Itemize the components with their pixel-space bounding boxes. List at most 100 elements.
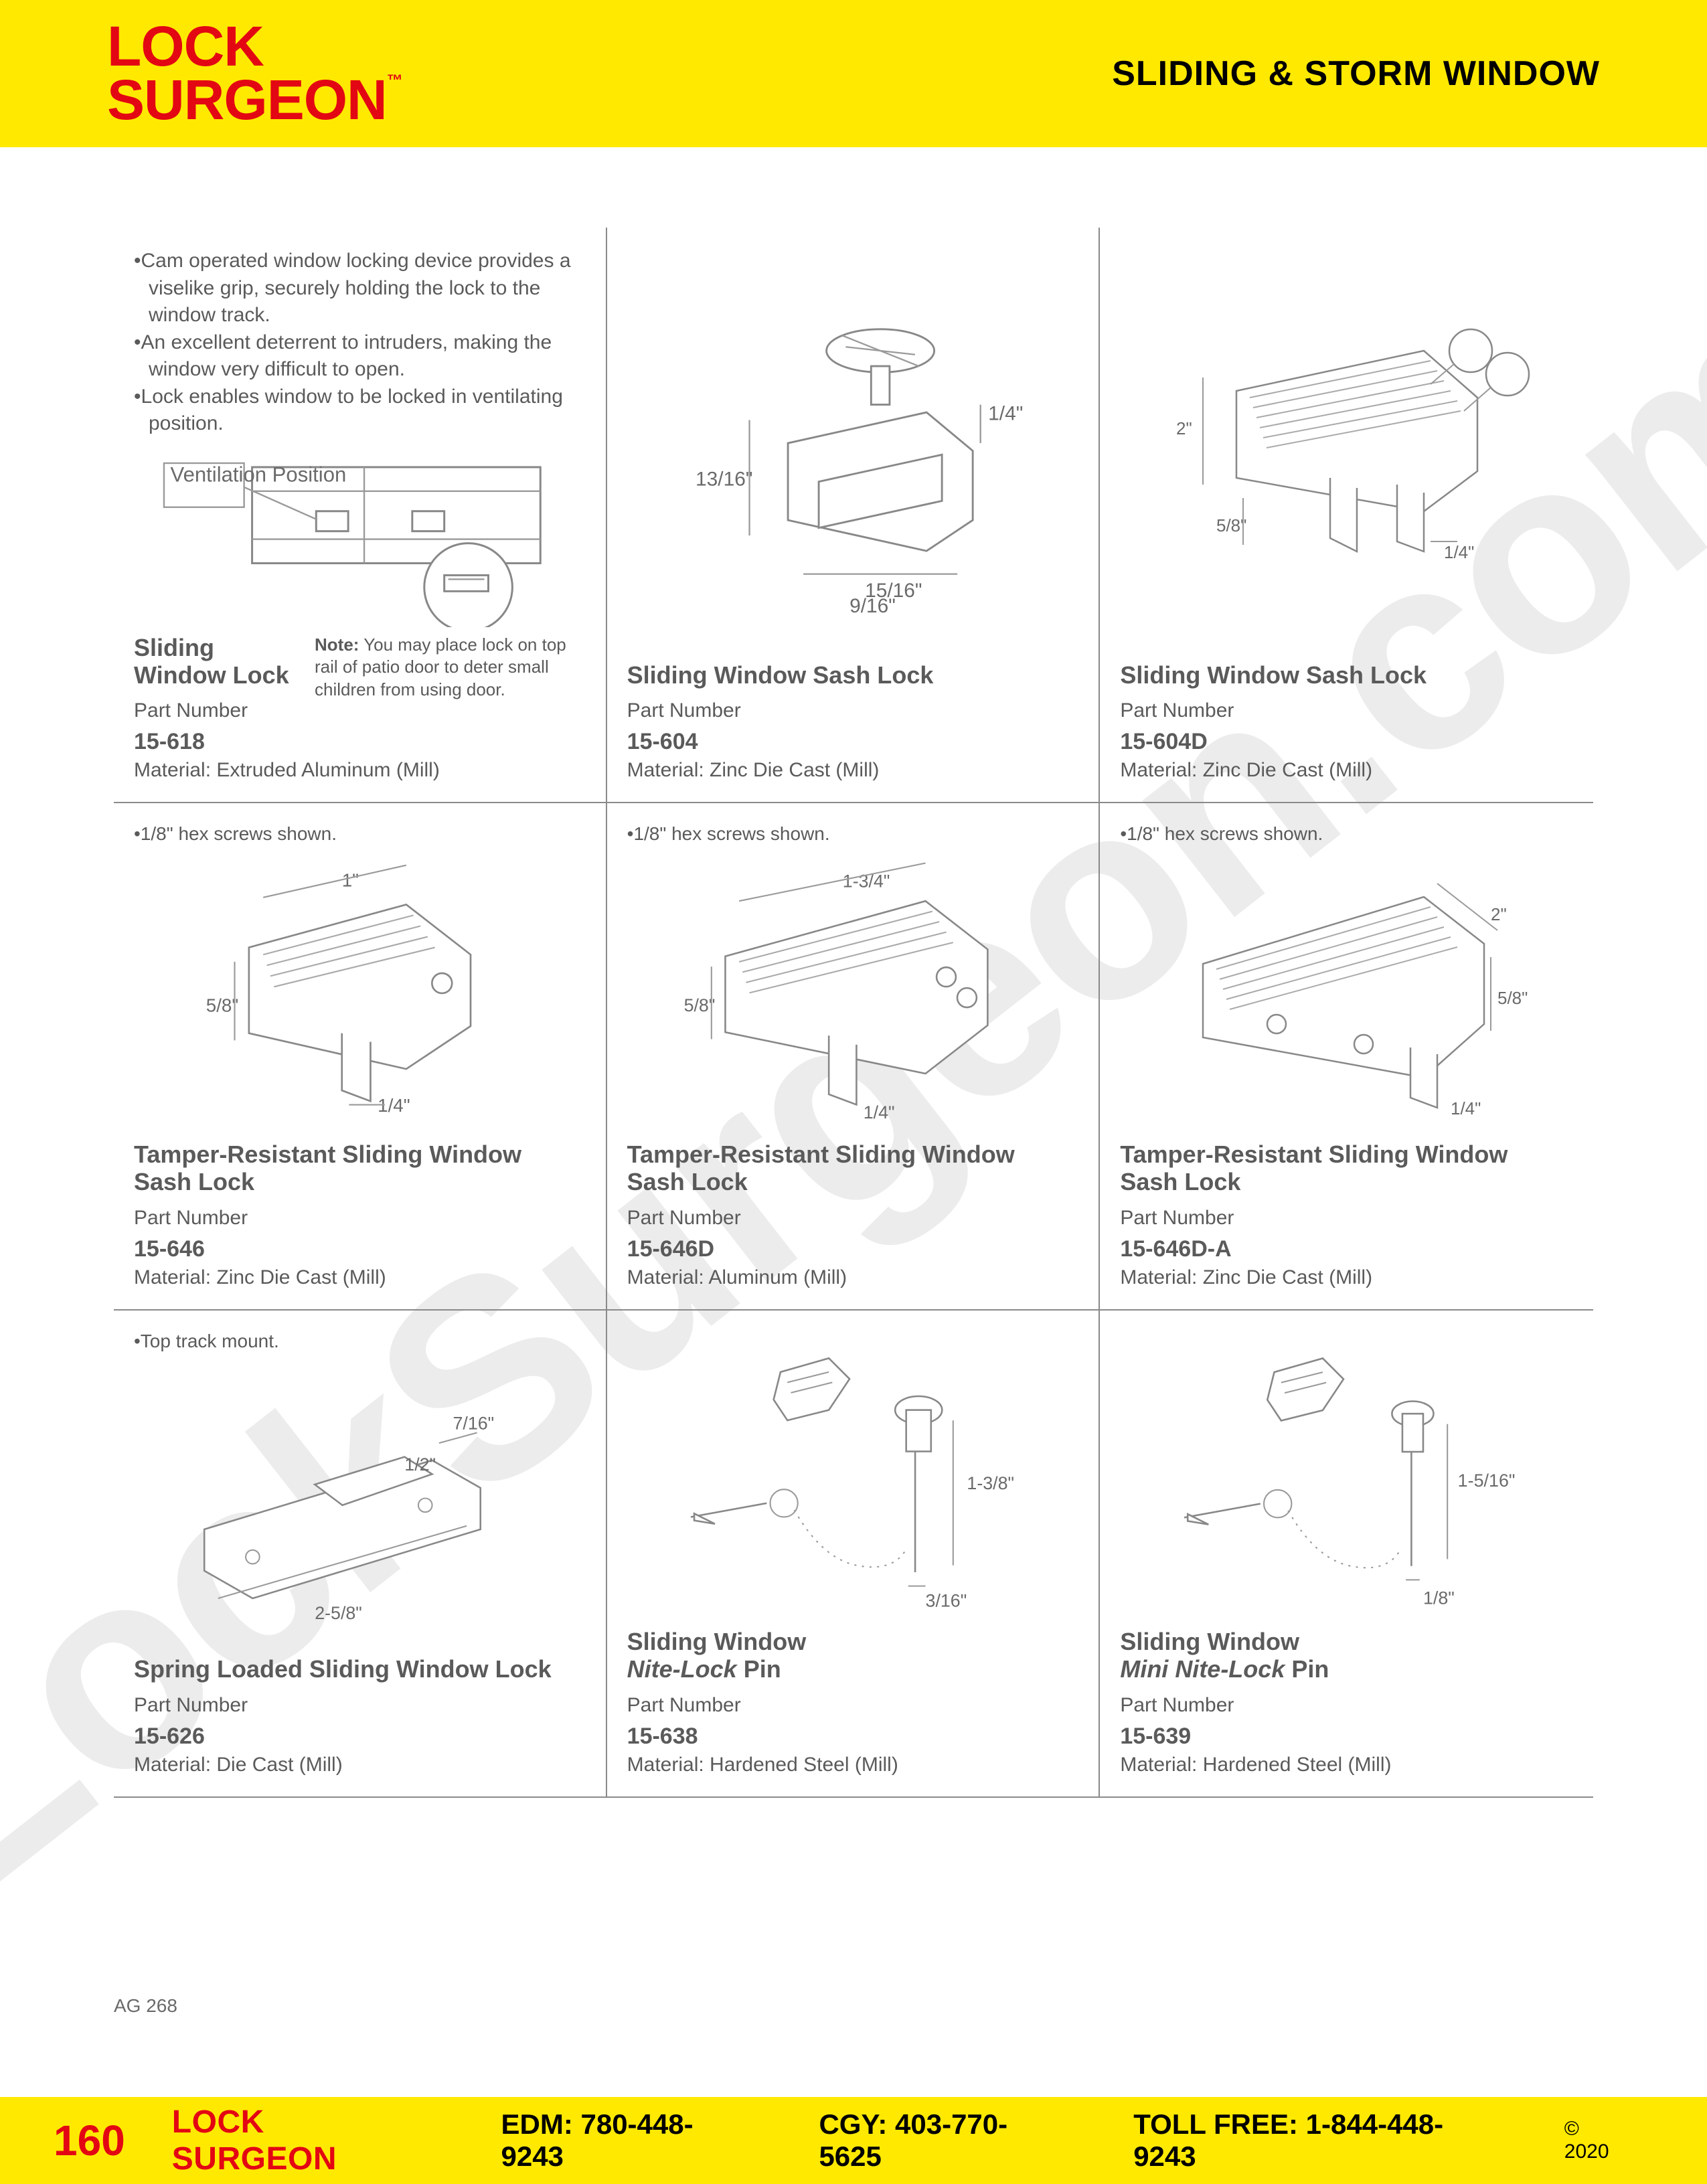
part-number-label: Part Number: [134, 1207, 579, 1230]
material: Material: Hardened Steel (Mill): [1120, 1754, 1566, 1776]
svg-text:9/16": 9/16": [849, 596, 896, 613]
part-number-label: Part Number: [1120, 1207, 1566, 1230]
material-value: Die Cast (Mill): [211, 1754, 343, 1776]
svg-text:5/8": 5/8": [683, 995, 715, 1015]
material: Material: Hardened Steel (Mill): [627, 1754, 1072, 1776]
part-number-label: Part Number: [1120, 1694, 1566, 1717]
contact-edm: EDM: 780-448-9243: [501, 2108, 745, 2173]
logo-line2-text: SURGEON: [107, 68, 387, 131]
part-number: 15-646D: [627, 1236, 1072, 1262]
product-cell-15-646D-A: •1/8" hex screws shown. 2": [1100, 803, 1593, 1310]
product-title: Tamper-Resistant Sliding Window Sash Loc…: [627, 1141, 1072, 1196]
nite-lock-pin-diagram-icon: 1-3/8" 3/16": [649, 1331, 1050, 1620]
product-cell-15-646: •1/8" hex screws shown. 1" 5/8": [114, 803, 607, 1310]
product-cell-15-638: 1-3/8" 3/16" Sliding Window Nite-Lock Pi…: [607, 1311, 1101, 1798]
footer-bar: 160 LOCK SURGEON EDM: 780-448-9243 CGY: …: [0, 2097, 1707, 2184]
svg-text:5/8": 5/8": [206, 995, 238, 1016]
product-cell-15-639: 1-5/16" 1/8" Sliding Window Mini Nite-Lo…: [1100, 1311, 1593, 1798]
title-post: Pin: [1285, 1655, 1329, 1683]
page: LockSurgeon.com LOCK SURGEON™ SLIDING & …: [0, 0, 1707, 2184]
product-title: Sliding Window Nite-Lock Pin: [627, 1628, 1072, 1683]
product-grid: •Cam operated window locking device prov…: [114, 228, 1593, 1798]
material: Material: Zinc Die Cast (Mill): [627, 759, 1072, 782]
bullet: •Lock enables window to be locked in ven…: [134, 384, 579, 438]
top-note: •1/8" hex screws shown.: [627, 823, 1072, 845]
material: Material: Extruded Aluminum (Mill): [134, 759, 579, 782]
product-cell-15-618: •Cam operated window locking device prov…: [114, 228, 607, 803]
header-bar: LOCK SURGEON™ SLIDING & STORM WINDOW: [0, 0, 1707, 147]
material-label: Material:: [627, 759, 704, 781]
part-number: 15-646: [134, 1236, 579, 1262]
part-number-label: Part Number: [627, 1694, 1072, 1717]
svg-text:1-5/16": 1-5/16": [1457, 1470, 1515, 1490]
feature-bullets: •Cam operated window locking device prov…: [134, 248, 579, 438]
diagram: 2" 5/8" 1/4": [1120, 847, 1566, 1133]
product-title: Sliding Window Sash Lock: [627, 661, 1072, 689]
svg-text:1/4": 1/4": [1444, 542, 1474, 562]
material-label: Material:: [134, 1754, 211, 1776]
top-note: •1/8" hex screws shown.: [1120, 823, 1566, 845]
svg-text:1-3/8": 1-3/8": [967, 1473, 1014, 1493]
title-em: Mini Nite-Lock: [1120, 1655, 1285, 1683]
svg-text:2": 2": [1176, 418, 1192, 438]
svg-text:1/2": 1/2": [405, 1454, 436, 1475]
title-pre: Sliding Window: [1120, 1628, 1299, 1655]
tamper-sash-wide-diagram-icon: 1-3/4" 5/8" 1/4": [649, 853, 1050, 1129]
bullet: •An excellent deterrent to intruders, ma…: [134, 329, 579, 384]
note-bold: Note:: [315, 635, 359, 655]
material-label: Material:: [1120, 759, 1197, 781]
svg-text:7/16": 7/16": [453, 1413, 495, 1433]
material-value: Hardened Steel (Mill): [1197, 1754, 1391, 1776]
bullet: •Cam operated window locking device prov…: [134, 248, 579, 329]
sash-lock-diagram-icon: 13/16" 15/16" 9/16" 1/4": [649, 289, 1050, 612]
title-em: Nite-Lock: [627, 1655, 737, 1683]
svg-text:1/4": 1/4": [864, 1102, 895, 1122]
title-post: Pin: [737, 1655, 781, 1683]
product-title: Sliding Window Mini Nite-Lock Pin: [1120, 1628, 1566, 1683]
material: Material: Die Cast (Mill): [134, 1754, 579, 1776]
material-value: Hardened Steel (Mill): [704, 1754, 898, 1776]
material-value: Zinc Die Cast (Mill): [704, 759, 880, 781]
product-title: Spring Loaded Sliding Window Lock: [134, 1655, 579, 1683]
material-label: Material:: [1120, 1266, 1197, 1288]
diagram: 1-3/8" 3/16": [627, 1331, 1072, 1621]
content: •Cam operated window locking device prov…: [0, 147, 1707, 1838]
tamper-sash-diagram-icon: 1" 5/8" 1/4": [156, 847, 556, 1133]
part-number-label: Part Number: [134, 1694, 579, 1717]
material: Material: Zinc Die Cast (Mill): [134, 1266, 579, 1289]
part-number-label: Part Number: [627, 1207, 1072, 1230]
part-number: 15-604: [627, 729, 1072, 755]
spring-lock-diagram-icon: 7/16" 1/2" 2-5/8": [156, 1377, 556, 1626]
material-value: Zinc Die Cast (Mill): [1197, 759, 1372, 781]
svg-text:5/8": 5/8": [1497, 988, 1528, 1008]
diagram: 13/16" 15/16" 9/16" 1/4": [627, 248, 1072, 655]
material-value: Zinc Die Cast (Mill): [211, 1266, 386, 1288]
svg-text:2-5/8": 2-5/8": [315, 1603, 362, 1623]
part-number-label: Part Number: [627, 699, 1072, 722]
callout-text: Ventilation Position: [171, 463, 347, 486]
tamper-sash-xl-diagram-icon: 2" 5/8" 1/4": [1143, 857, 1544, 1124]
note: Note: You may place lock on top rail of …: [315, 627, 579, 701]
part-number: 15-626: [134, 1724, 579, 1750]
contact-tollfree: TOLL FREE: 1-844-448-9243: [1133, 2108, 1491, 2173]
diagram: 7/16" 1/2" 2-5/8": [134, 1355, 579, 1649]
material: Material: Aluminum (Mill): [627, 1266, 1072, 1289]
material-label: Material:: [627, 1754, 704, 1776]
svg-text:5/8": 5/8": [1216, 515, 1246, 535]
diagram: 1-5/16" 1/8": [1120, 1331, 1566, 1621]
material-value: Zinc Die Cast (Mill): [1197, 1266, 1372, 1288]
part-number: 15-638: [627, 1724, 1072, 1750]
product-title: Sliding Window Sash Lock: [1120, 661, 1566, 689]
title-pre: Sliding Window: [627, 1628, 807, 1655]
part-number-label: Part Number: [1120, 699, 1566, 722]
part-number: 15-618: [134, 729, 295, 755]
material-label: Material:: [627, 1266, 704, 1288]
svg-text:1/4": 1/4": [1451, 1098, 1481, 1118]
product-cell-15-626: •Top track mount. 7/16" 1/2" 2-5/8" Sp: [114, 1311, 607, 1798]
product-title: Tamper-Resistant Sliding Window Sash Loc…: [134, 1141, 579, 1196]
part-number-label: Part Number: [134, 699, 295, 722]
svg-text:13/16": 13/16": [696, 469, 752, 491]
material-label: Material:: [134, 1266, 211, 1288]
svg-text:1/4": 1/4": [378, 1096, 410, 1116]
top-note: •Top track mount.: [134, 1331, 579, 1352]
